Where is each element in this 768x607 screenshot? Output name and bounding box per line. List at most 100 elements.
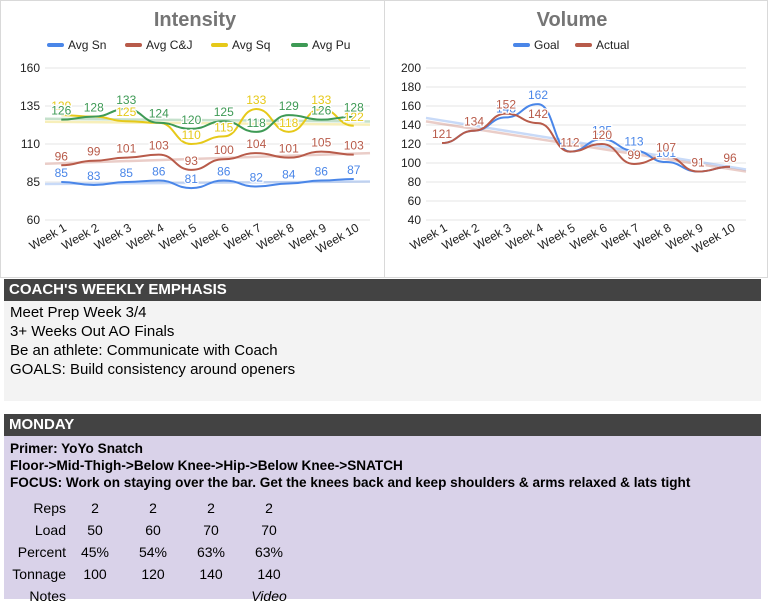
data-label: 101 xyxy=(116,142,136,156)
table-cell: 140 xyxy=(257,566,281,582)
data-label: 96 xyxy=(55,149,69,163)
y-tick-label: 180 xyxy=(401,80,421,94)
y-tick-label: 160 xyxy=(20,61,40,75)
data-label: 91 xyxy=(691,156,705,170)
table-cell: 2 xyxy=(265,500,273,516)
volume-chart: Volume Goal Actual 40 60 80 100 120 140 160 180 200… xyxy=(401,9,747,256)
data-label: 121 xyxy=(432,127,452,141)
y-tick-label: 135 xyxy=(20,99,40,113)
data-label: 128 xyxy=(84,101,104,115)
row-label-tonnage: Tonnage xyxy=(12,566,66,582)
y-tick-label: 200 xyxy=(401,61,421,75)
data-label: 124 xyxy=(149,107,169,121)
emphasis-header: COACH'S WEEKLY EMPHASIS xyxy=(4,279,761,301)
data-label: 103 xyxy=(149,139,169,153)
data-label: 120 xyxy=(181,113,201,127)
data-label: 162 xyxy=(528,88,548,102)
load-row: Load 50 60 70 70 xyxy=(10,519,298,541)
series-line xyxy=(61,108,354,133)
table-cell: 45% xyxy=(80,544,110,560)
y-tick-label: 80 xyxy=(408,175,422,189)
table-cell: 50 xyxy=(87,522,103,538)
intensity-chart-panel: Intensity Avg Sn Avg C&J Avg Sq Avg Pu 60 85 11… xyxy=(0,0,385,278)
trendline xyxy=(44,117,371,123)
data-label: 112 xyxy=(560,136,579,150)
emphasis-line: Meet Prep Week 3/4 xyxy=(10,304,147,321)
table-cell: 70 xyxy=(261,522,277,538)
data-label: 126 xyxy=(51,104,71,118)
data-label: 112 xyxy=(560,136,579,150)
emphasis-body: Meet Prep Week 3/4 3+ Weeks Out AO Final… xyxy=(4,301,761,401)
row-label-percent: Percent xyxy=(17,544,66,560)
table-cell xyxy=(124,585,182,607)
data-label: 101 xyxy=(656,146,676,160)
trendline xyxy=(44,180,371,186)
tonnage-row: Tonnage 100 120 140 140 xyxy=(10,563,298,585)
series-line xyxy=(61,150,354,171)
primer-line: Primer: YoYo Snatch xyxy=(10,441,143,456)
data-label: 81 xyxy=(185,172,199,186)
data-label: 121 xyxy=(432,127,452,141)
chart-title: Volume xyxy=(537,9,608,31)
focus-line: FOCUS: Work on staying over the bar. Get… xyxy=(10,475,691,490)
data-label: 122 xyxy=(344,110,364,124)
data-label: 93 xyxy=(185,154,199,168)
emphasis-line: GOALS: Build consistency around openers xyxy=(10,361,296,378)
data-label: 85 xyxy=(55,166,69,180)
data-label: 124 xyxy=(149,107,169,121)
table-cell: 54% xyxy=(138,544,168,560)
table-cell: 63% xyxy=(196,544,226,560)
data-label: 91 xyxy=(691,156,705,170)
data-label: 103 xyxy=(344,139,364,153)
y-tick-label: 60 xyxy=(408,194,422,208)
series-line xyxy=(441,103,731,173)
data-label: 129 xyxy=(279,99,299,113)
emphasis-line: 3+ Weeks Out AO Finals xyxy=(10,323,175,340)
trendline xyxy=(44,120,371,126)
table-cell: 2 xyxy=(207,500,215,516)
table-cell: 70 xyxy=(203,522,219,538)
volume-chart-panel: Volume Goal Actual 40 60 80 100 120 140 160 180 200… xyxy=(384,0,768,278)
table-cell: 2 xyxy=(91,500,99,516)
y-tick-label: 160 xyxy=(401,99,421,113)
data-label: 105 xyxy=(311,136,331,150)
data-label: 82 xyxy=(250,171,264,185)
series-line xyxy=(61,177,354,190)
video-note-link[interactable]: Video xyxy=(251,588,287,604)
data-label: 133 xyxy=(246,93,266,107)
row-label-notes: Notes xyxy=(29,588,66,604)
y-tick-label: 85 xyxy=(27,175,41,189)
data-label: 134 xyxy=(464,115,484,129)
data-label: 133 xyxy=(311,93,331,107)
sequence-line: Floor->Mid-Thigh->Below Knee->Hip->Below… xyxy=(10,458,403,473)
percent-row: Percent 45% 54% 63% 63% xyxy=(10,541,298,563)
legend-label: Avg C&J xyxy=(146,38,192,52)
data-label: 125 xyxy=(592,123,612,137)
table-cell: 100 xyxy=(83,566,107,582)
monday-body: Primer: YoYo Snatch Floor->Mid-Thigh->Be… xyxy=(4,436,761,604)
table-cell: 2 xyxy=(149,500,157,516)
data-label: 100 xyxy=(214,143,234,157)
row-label-load: Load xyxy=(34,522,66,538)
trendline xyxy=(425,116,747,171)
data-label: 104 xyxy=(246,137,266,151)
table-cell: 140 xyxy=(199,566,223,582)
data-label: 99 xyxy=(627,148,641,162)
data-label: 126 xyxy=(311,104,331,118)
legend-label: Actual xyxy=(596,38,629,52)
notes-row: Notes Video xyxy=(10,585,298,607)
chart-title: Intensity xyxy=(154,9,237,31)
table-cell xyxy=(182,585,240,607)
data-label: 134 xyxy=(464,115,484,129)
legend-label: Avg Sn xyxy=(68,38,106,52)
monday-header: MONDAY xyxy=(4,414,761,436)
table-cell xyxy=(66,585,124,607)
series-line xyxy=(61,108,354,146)
data-label: 96 xyxy=(723,151,737,165)
data-label: 83 xyxy=(87,169,101,183)
emphasis-line: Be an athlete: Communicate with Coach xyxy=(10,342,278,359)
legend-label: Goal xyxy=(534,38,559,52)
data-label: 118 xyxy=(247,116,266,130)
reps-row: Reps 2 2 2 2 xyxy=(10,497,298,519)
data-label: 120 xyxy=(592,128,612,142)
